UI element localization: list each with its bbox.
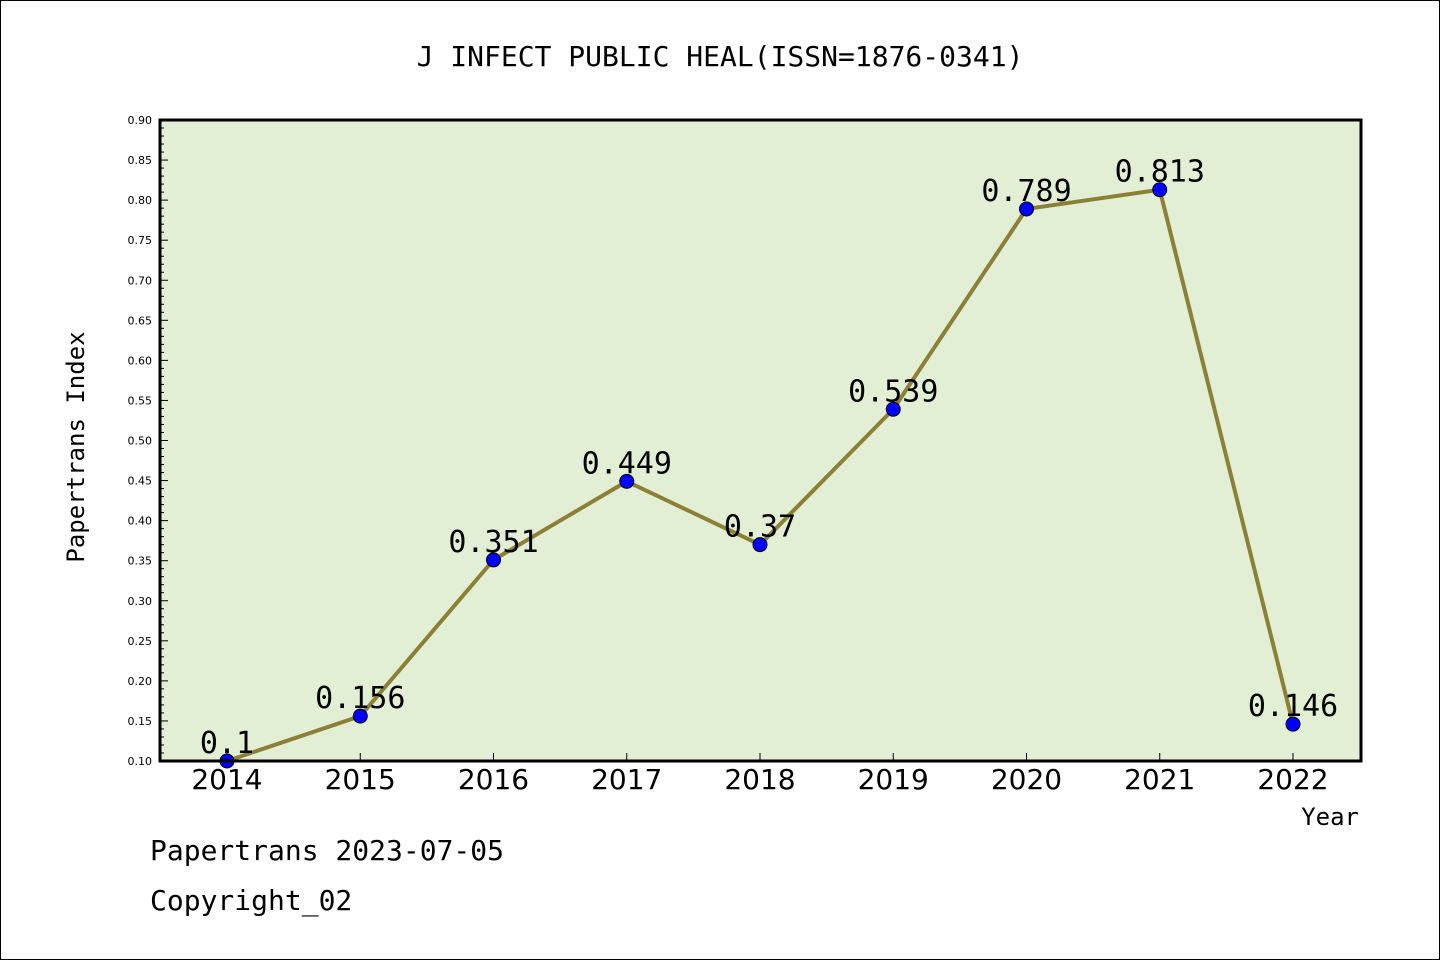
data-point [486, 552, 501, 568]
data-label: 0.146 [1248, 689, 1338, 724]
y-tick-label: 0.30 [128, 595, 153, 608]
data-point [752, 537, 768, 553]
y-tick-label: 0.65 [128, 314, 153, 327]
y-tick-label: 0.35 [128, 555, 153, 568]
data-point [619, 473, 635, 489]
data-label: 0.449 [582, 446, 672, 481]
data-label: 0.789 [981, 174, 1071, 209]
y-tick-label: 0.10 [128, 755, 153, 768]
footer-date: Papertrans 2023-07-05 [150, 834, 505, 867]
x-tick-label: 2020 [991, 763, 1062, 796]
y-tick-label: 0.75 [128, 234, 153, 247]
y-tick-label: 0.80 [128, 194, 153, 207]
data-label: 0.37 [724, 510, 796, 545]
data-label: 0.813 [1115, 155, 1205, 190]
y-tick-label: 0.55 [128, 394, 153, 407]
x-tick-label: 2021 [1124, 763, 1195, 796]
y-tick-label: 0.25 [128, 635, 153, 648]
y-tick-label: 0.20 [128, 675, 153, 688]
data-markers [219, 182, 1301, 769]
y-axis: 0.10 0.15 0.20 0.25 0.30 0.35 0.40 0.45 0.50 0.55… [128, 114, 168, 768]
y-tick-label: 0.50 [128, 435, 153, 448]
data-labels: 0.1 0.156 0.351 0.449 0.37 0.539 0.789 0.813 0.1… [200, 155, 1338, 761]
data-label: 0.539 [848, 374, 938, 409]
data-label: 0.351 [448, 525, 538, 560]
x-axis-title: Year [1301, 803, 1359, 831]
data-point [885, 401, 901, 417]
plot-area [160, 120, 1361, 761]
x-tick-label: 2015 [325, 763, 396, 796]
chart-title: J INFECT PUBLIC HEAL(ISSN=1876-0341) [417, 40, 1024, 73]
data-label: 0.156 [315, 681, 405, 716]
y-axis-title: Papertrans Index [62, 331, 90, 562]
x-tick-label: 2017 [591, 763, 662, 796]
y-tick-label: 0.60 [128, 354, 153, 367]
x-tick-label: 2016 [458, 763, 529, 796]
y-tick-label: 0.85 [128, 154, 153, 167]
x-tick-label: 2022 [1257, 763, 1328, 796]
data-point [1019, 201, 1034, 217]
y-tick-label: 0.90 [128, 114, 153, 127]
data-point [352, 708, 368, 724]
footer-copyright: Copyright_02 [150, 884, 353, 917]
data-label: 0.1 [200, 726, 254, 761]
x-tick-label: 2019 [858, 763, 929, 796]
x-tick-label: 2018 [724, 763, 795, 796]
plot-border [158, 118, 1363, 763]
y-tick-label: 0.15 [128, 715, 153, 728]
data-point [1285, 716, 1301, 732]
y-tick-label: 0.70 [128, 274, 153, 287]
y-tick-label: 0.40 [128, 515, 153, 528]
y-tick-label: 0.45 [128, 475, 153, 488]
data-point [1152, 182, 1168, 198]
